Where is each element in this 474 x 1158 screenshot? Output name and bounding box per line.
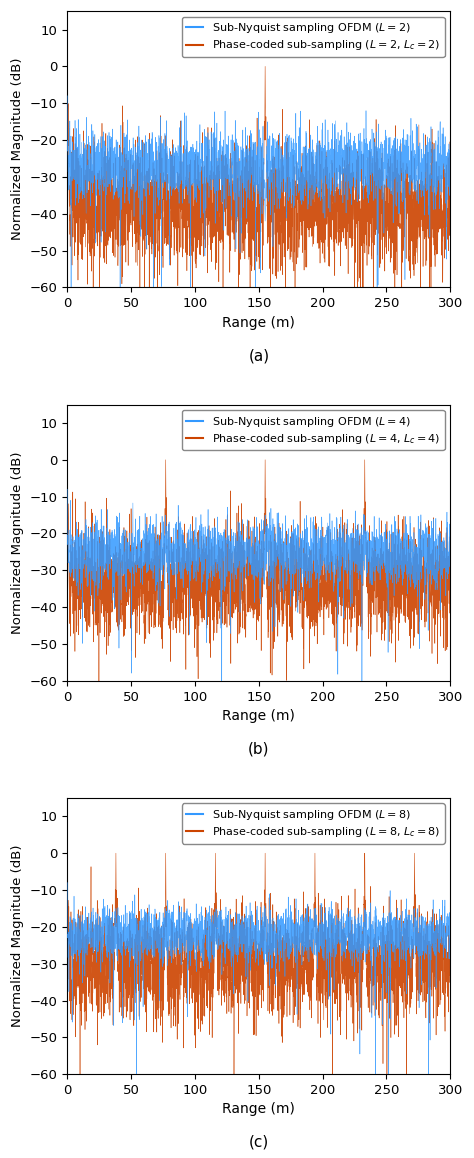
Text: (c): (c): [249, 1135, 269, 1150]
Legend: Sub-Nyquist sampling OFDM ($L = 2$), Phase-coded sub-sampling ($L = 2$, $L_c = 2: Sub-Nyquist sampling OFDM ($L = 2$), Pha…: [182, 16, 445, 57]
Text: (b): (b): [248, 741, 270, 756]
Legend: Sub-Nyquist sampling OFDM ($L = 8$), Phase-coded sub-sampling ($L = 8$, $L_c = 8: Sub-Nyquist sampling OFDM ($L = 8$), Pha…: [182, 804, 445, 844]
X-axis label: Range (m): Range (m): [222, 316, 295, 330]
Text: (a): (a): [248, 349, 269, 364]
Y-axis label: Normalized Magnitude (dB): Normalized Magnitude (dB): [11, 58, 24, 241]
Legend: Sub-Nyquist sampling OFDM ($L = 4$), Phase-coded sub-sampling ($L = 4$, $L_c = 4: Sub-Nyquist sampling OFDM ($L = 4$), Pha…: [182, 410, 445, 450]
Y-axis label: Normalized Magnitude (dB): Normalized Magnitude (dB): [11, 845, 24, 1027]
X-axis label: Range (m): Range (m): [222, 709, 295, 723]
Y-axis label: Normalized Magnitude (dB): Normalized Magnitude (dB): [11, 452, 24, 633]
X-axis label: Range (m): Range (m): [222, 1102, 295, 1116]
